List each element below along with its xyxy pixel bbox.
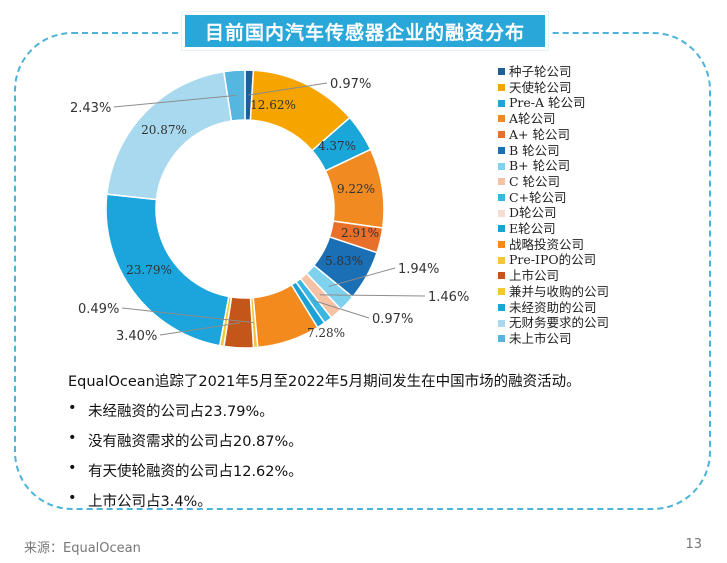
data-label: 3.40% — [116, 329, 157, 344]
legend-swatch — [498, 209, 505, 217]
legend-entry: 无财务要求的公司 — [498, 315, 609, 331]
legend-swatch — [498, 131, 505, 139]
data-label: 0.97% — [372, 312, 413, 327]
legend-swatch — [498, 99, 505, 107]
legend-entry: B+ 轮公司 — [498, 158, 609, 174]
legend-label: A+ 轮公司 — [509, 126, 570, 142]
legend-swatch — [498, 68, 505, 76]
summary-bullet: • 未经融资的公司占23.79%。 — [68, 400, 698, 421]
legend-swatch — [498, 162, 505, 170]
leader-line — [319, 294, 426, 297]
summary-bullets: • 未经融资的公司占23.79%。 • 没有融资需求的公司占20.87%。 • 有天使轮融… — [68, 400, 698, 511]
legend-label: 上市公司 — [509, 268, 560, 284]
legend-swatch — [498, 335, 505, 343]
leader-line — [313, 299, 370, 319]
legend-swatch — [498, 193, 505, 201]
legend-label: 种子轮公司 — [509, 64, 572, 79]
legend-label: B+ 轮公司 — [509, 158, 571, 174]
legend-swatch — [498, 241, 505, 249]
legend-label: 未经资助的公司 — [509, 299, 597, 315]
data-label: 4.37% — [318, 139, 356, 153]
data-label: 5.83% — [325, 254, 363, 268]
data-label: 0.97% — [330, 77, 371, 92]
summary-bullet: • 上市公司占3.4%。 — [68, 490, 698, 511]
bullet-text: 没有融资需求的公司占20.87%。 — [88, 434, 303, 450]
legend-entry: C+轮公司 — [498, 190, 609, 206]
summary-bullet: • 有天使轮融资的公司占12.62%。 — [68, 460, 698, 481]
data-label: 9.22% — [337, 182, 375, 196]
legend-swatch — [498, 256, 505, 264]
data-label: 12.62% — [250, 98, 296, 112]
page-number: 13 — [685, 537, 702, 552]
bullet-dot: • — [68, 400, 77, 416]
leader-line — [121, 307, 254, 324]
data-label: 1.46% — [428, 290, 469, 305]
data-label: 7.28% — [307, 326, 345, 340]
legend-entry: Pre-IPO的公司 — [498, 252, 609, 268]
legend-entry: Pre-A 轮公司 — [498, 95, 609, 111]
legend-swatch — [498, 225, 505, 233]
legend-swatch — [498, 115, 505, 123]
leader-line — [248, 82, 328, 96]
legend-entry: 种子轮公司 — [498, 64, 609, 80]
bullet-dot: • — [68, 490, 77, 506]
bullet-text: 上市公司占3.4%。 — [88, 494, 212, 510]
legend-swatch — [498, 319, 505, 327]
legend-label: 战略投资公司 — [509, 236, 585, 252]
legend-entry: C 轮公司 — [498, 174, 609, 190]
legend-entry: 天使轮公司 — [498, 80, 609, 96]
legend-entry: D轮公司 — [498, 205, 609, 221]
data-label: 0.49% — [78, 302, 119, 317]
chart-legend: 种子轮公司 天使轮公司 Pre-A 轮公司 A轮公司 A+ 轮公司 B 轮公司 B+ 轮公司… — [498, 64, 609, 347]
legend-swatch — [498, 288, 505, 296]
page-title: 目前国内汽车传感器企业的融资分布 — [182, 12, 548, 50]
legend-swatch — [498, 146, 505, 154]
legend-entry: 未上市公司 — [498, 331, 609, 347]
donut-slice — [105, 193, 230, 347]
leader-line — [328, 267, 396, 287]
legend-label: Pre-IPO的公司 — [509, 252, 597, 268]
bullet-dot: • — [68, 430, 77, 446]
legend-label: Pre-A 轮公司 — [509, 95, 586, 111]
legend-label: E轮公司 — [509, 221, 556, 237]
legend-entry: A轮公司 — [498, 111, 609, 127]
data-label: 2.91% — [341, 226, 379, 240]
bullet-text: 有天使轮融资的公司占12.62%。 — [88, 464, 303, 480]
data-label: 1.94% — [398, 262, 439, 277]
legend-swatch — [498, 84, 505, 92]
legend-swatch — [498, 303, 505, 311]
legend-entry: E轮公司 — [498, 221, 609, 237]
legend-label: B 轮公司 — [509, 142, 560, 158]
legend-label: C 轮公司 — [509, 173, 561, 189]
legend-label: 天使轮公司 — [509, 79, 572, 95]
legend-swatch — [498, 178, 505, 186]
bullet-dot: • — [68, 460, 77, 476]
source-note: 来源：EqualOcean — [24, 541, 141, 556]
bullet-text: 未经融资的公司占23.79%。 — [88, 404, 274, 420]
leader-line — [113, 94, 237, 108]
legend-entry: B 轮公司 — [498, 143, 609, 159]
legend-entry: A+ 轮公司 — [498, 127, 609, 143]
legend-label: D轮公司 — [509, 205, 557, 221]
legend-label: 兼并与收购的公司 — [509, 283, 610, 299]
data-label: 20.87% — [141, 123, 187, 137]
legend-entry: 未经资助的公司 — [498, 300, 609, 316]
leader-line — [159, 322, 240, 336]
legend-entry: 战略投资公司 — [498, 237, 609, 253]
data-label: 23.79% — [126, 263, 172, 277]
legend-label: 未上市公司 — [509, 330, 572, 346]
summary-bullet: • 没有融资需求的公司占20.87%。 — [68, 430, 698, 451]
legend-label: A轮公司 — [509, 111, 556, 127]
legend-entry: 兼并与收购的公司 — [498, 284, 609, 300]
summary-lead: EqualOcean追踪了2021年5月至2022年5月期间发生在中国市场的融资… — [68, 374, 581, 390]
legend-label: C+轮公司 — [509, 189, 567, 205]
summary-block: EqualOcean追踪了2021年5月至2022年5月期间发生在中国市场的融资… — [68, 370, 698, 520]
legend-label: 无财务要求的公司 — [509, 315, 610, 331]
data-label: 2.43% — [70, 101, 111, 116]
legend-entry: 上市公司 — [498, 268, 609, 284]
legend-swatch — [498, 272, 505, 280]
